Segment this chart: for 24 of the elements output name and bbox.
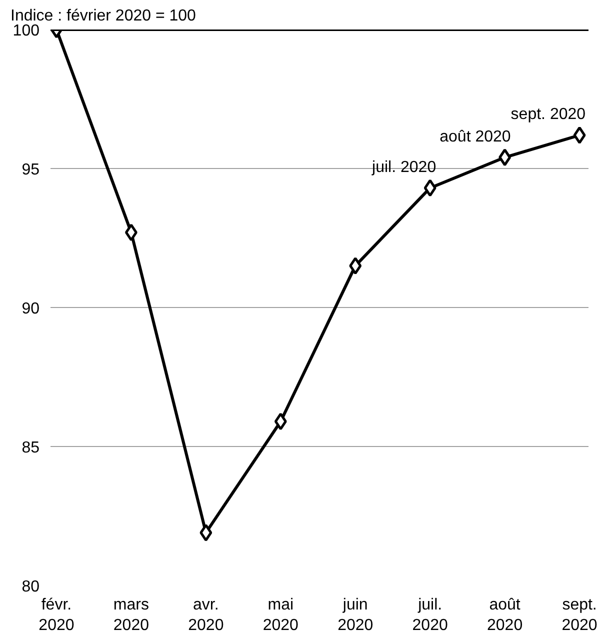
x-tick-label: mars 2020: [113, 596, 150, 634]
point: [498, 148, 512, 166]
point: [349, 257, 362, 275]
annotation: juil. 2020: [371, 158, 436, 176]
y-tick-label: 95: [22, 162, 40, 178]
y-axis-title: Indice : février 2020 = 100: [10, 8, 196, 24]
x-tick-label: mai 2020: [262, 596, 299, 634]
x-tick-label: juil. 2020: [412, 596, 448, 634]
x-tick-label: févr. 2020: [38, 596, 74, 634]
y-tick-label: 80: [22, 578, 40, 596]
point: [124, 224, 138, 242]
point: [573, 126, 586, 144]
x-tick-label: août 2020: [487, 596, 523, 634]
point: [424, 179, 436, 197]
annotation: août 2020: [440, 128, 511, 146]
point: [200, 524, 212, 542]
x-tick-label: sept. 2020: [562, 596, 598, 634]
y-tick-label: 85: [22, 440, 40, 456]
x-tick-label: juin 2020: [338, 596, 374, 634]
annotation: sept. 2020: [510, 106, 586, 124]
point: [274, 412, 287, 430]
y-tick-label: 90: [22, 300, 40, 318]
x-tick-label: avr. 2020: [188, 596, 224, 634]
y-tick-label: 100: [12, 22, 40, 40]
